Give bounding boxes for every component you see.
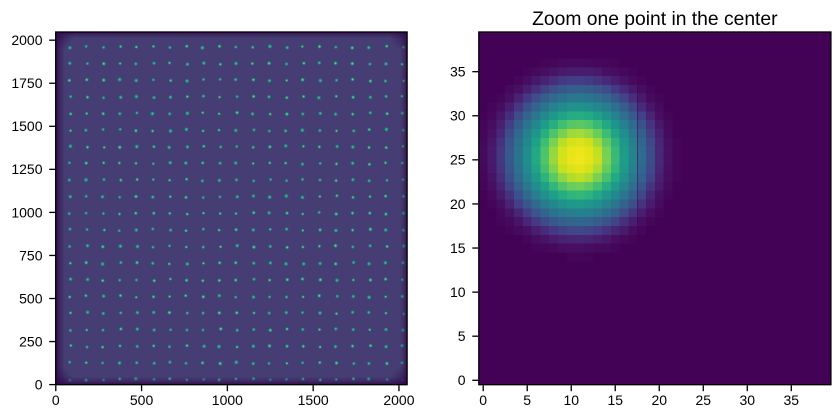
svg-text:0: 0 — [35, 376, 43, 392]
svg-text:35: 35 — [450, 64, 466, 80]
svg-text:25: 25 — [695, 392, 711, 408]
svg-text:1000: 1000 — [212, 392, 243, 408]
svg-text:10: 10 — [563, 392, 579, 408]
svg-text:30: 30 — [739, 392, 755, 408]
svg-text:750: 750 — [19, 247, 43, 263]
svg-text:15: 15 — [607, 392, 623, 408]
svg-text:2000: 2000 — [383, 392, 414, 408]
svg-text:1750: 1750 — [11, 75, 42, 91]
svg-text:20: 20 — [450, 196, 466, 212]
svg-text:5: 5 — [523, 392, 531, 408]
svg-text:1000: 1000 — [11, 204, 42, 220]
svg-text:0: 0 — [458, 372, 466, 388]
svg-text:30: 30 — [450, 108, 466, 124]
svg-text:1500: 1500 — [11, 118, 42, 134]
svg-text:5: 5 — [458, 328, 466, 344]
svg-text:1250: 1250 — [11, 161, 42, 177]
svg-text:20: 20 — [651, 392, 667, 408]
svg-text:Zoom one point in the center: Zoom one point in the center — [532, 9, 778, 30]
svg-text:1500: 1500 — [298, 392, 329, 408]
svg-text:2000: 2000 — [11, 32, 42, 48]
svg-text:500: 500 — [130, 392, 154, 408]
svg-text:250: 250 — [19, 333, 43, 349]
svg-text:25: 25 — [450, 152, 466, 168]
svg-text:0: 0 — [479, 392, 487, 408]
svg-text:15: 15 — [450, 240, 466, 256]
svg-text:0: 0 — [52, 392, 60, 408]
svg-text:500: 500 — [19, 290, 43, 306]
svg-text:10: 10 — [450, 284, 466, 300]
svg-text:35: 35 — [784, 392, 800, 408]
